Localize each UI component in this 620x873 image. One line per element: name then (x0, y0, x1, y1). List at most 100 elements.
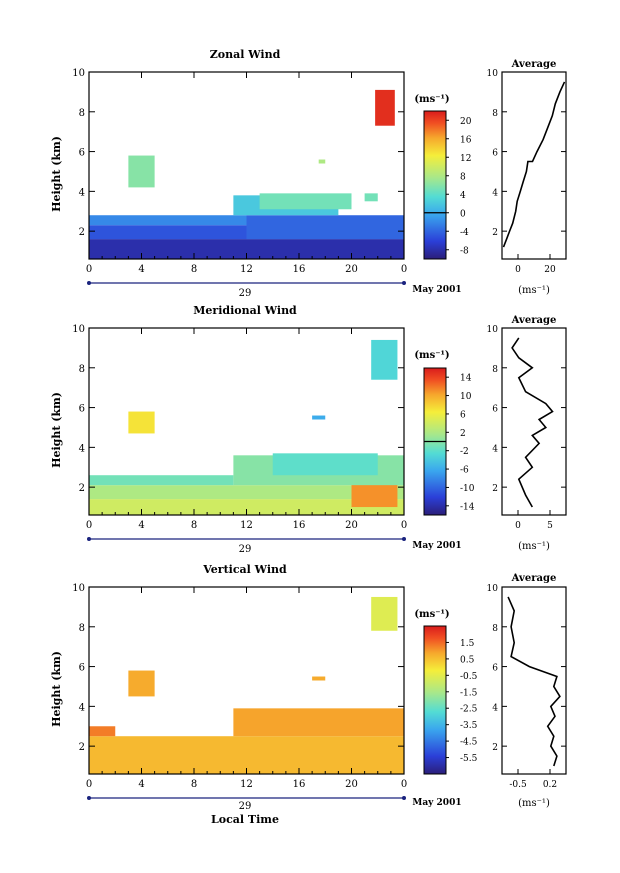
colorbar-tick-label: 4 (460, 191, 466, 201)
x-tick-label: 16 (293, 520, 306, 531)
x-tick-label: 0 (401, 264, 407, 275)
profile-y-tick-label: 4 (492, 188, 498, 198)
colorbar-tick-label: -0.5 (460, 672, 478, 682)
date-label: May 2001 (412, 798, 461, 808)
profile-title: Average (511, 573, 557, 584)
x-tick-label: 8 (191, 779, 197, 790)
x-tick-label: 8 (191, 520, 197, 531)
date-label: May 2001 (412, 285, 461, 295)
y-axis-label: Height (km) (50, 651, 63, 727)
colorbar-tick-label: -14 (460, 502, 475, 512)
profile-title: Average (511, 59, 557, 70)
day-span-end (87, 281, 91, 285)
colorbar-tick-label: 0 (460, 209, 466, 219)
profile-y-tick-label: 4 (492, 703, 498, 713)
x-tick-label: 0 (86, 264, 92, 275)
profile-y-tick-label: 8 (492, 624, 498, 634)
heatmap-cell (364, 193, 378, 202)
y-tick-label: 6 (79, 148, 85, 159)
profile-x-tick-label: -0.5 (509, 780, 527, 790)
y-tick-label: 10 (72, 68, 85, 79)
x-tick-label: 12 (240, 520, 253, 531)
heatmap-cell (89, 239, 404, 259)
y-tick-label: 2 (79, 483, 85, 494)
profile-y-tick-label: 2 (492, 743, 498, 753)
x-tick-label: 16 (293, 264, 306, 275)
heatmap-cell (259, 193, 352, 210)
profile-y-tick-label: 6 (492, 664, 498, 674)
colorbar-tick-label: 6 (460, 410, 466, 420)
heatmap-cell (246, 215, 404, 240)
profile-x-tick-label: 5 (547, 521, 553, 531)
colorbar-tick-label: 14 (460, 374, 472, 384)
colorbar-tick-label: 10 (460, 392, 472, 402)
day-label: 29 (239, 288, 252, 299)
x-tick-label: 4 (138, 520, 144, 531)
colorbar-tick-label: -6 (460, 466, 469, 476)
colorbar-label: (ms⁻¹) (414, 609, 449, 620)
colorbar-label: (ms⁻¹) (414, 350, 449, 361)
heatmap-cell (318, 159, 326, 164)
heatmap-cell (89, 215, 247, 226)
colorbar-tick-label: 0.5 (460, 655, 475, 665)
colorbar-label: (ms⁻¹) (414, 94, 449, 105)
heatmap-cell (89, 736, 404, 774)
panel-title: Meridional Wind (193, 304, 297, 317)
average-profile: 2 4 6 8 10 0 5 (487, 325, 567, 531)
heatmap-cell (89, 225, 247, 240)
heatmap-cell (371, 339, 398, 380)
heatmap-cell (89, 475, 234, 486)
day-label: 29 (239, 544, 252, 555)
panel-title: Zonal Wind (210, 48, 281, 61)
profile-y-tick-label: 2 (492, 484, 498, 494)
y-tick-label: 4 (79, 702, 85, 713)
x-tick-label: 12 (240, 779, 253, 790)
profile-xlabel: (ms⁻¹) (518, 798, 550, 809)
y-tick-label: 8 (79, 108, 85, 119)
colorbar-tick-label: 16 (460, 135, 472, 145)
profile-y-tick-label: 10 (487, 584, 499, 594)
profile-xlabel: (ms⁻¹) (518, 541, 550, 552)
colorbar-tick-label: -4 (460, 228, 469, 238)
colorbar-tick-label: -4.5 (460, 738, 478, 748)
profile-y-tick-label: 6 (492, 405, 498, 415)
heatmap-cell (233, 708, 404, 737)
profile-y-tick-label: 8 (492, 365, 498, 375)
profile-line (511, 337, 554, 508)
day-label: 29 (239, 801, 252, 812)
profile-frame (501, 586, 567, 775)
colorbar-tick-label: 8 (460, 172, 466, 182)
profile-x-tick-label: 0 (515, 521, 521, 531)
y-tick-label: 10 (72, 324, 85, 335)
colorbar: 1.5 0.5 -0.5 -1.5 -2.5 -3.5 -4.5 -5.5 (423, 625, 478, 775)
heatmap-cell (128, 411, 155, 434)
colorbar-tick-label: -5.5 (460, 754, 478, 764)
profile-y-tick-label: 10 (487, 325, 499, 335)
day-span-end (402, 796, 406, 800)
y-tick-label: 10 (72, 583, 85, 594)
y-tick-label: 6 (79, 404, 85, 415)
colorbar-gradient (423, 110, 447, 260)
profile-x-tick-label: 20 (544, 265, 556, 275)
profile-x-tick-label: 0 (515, 265, 521, 275)
heatmap-cell (351, 483, 398, 508)
y-tick-label: 6 (79, 663, 85, 674)
heatmap-cell (312, 415, 326, 420)
heatmap-plot: 2 4 6 8 10 0 4 8 12 16 20 0 (72, 68, 407, 285)
y-tick-label: 2 (79, 742, 85, 753)
colorbar-tick-label: -3.5 (460, 721, 478, 731)
colorbar-tick-label: -1.5 (460, 688, 478, 698)
colorbar: 14 10 6 2 -2 -6 -10 -14 (423, 367, 475, 516)
x-tick-label: 4 (138, 779, 144, 790)
profile-y-tick-label: 6 (492, 149, 498, 159)
y-tick-label: 8 (79, 364, 85, 375)
colorbar-tick-label: 20 (460, 117, 472, 127)
profile-xlabel: (ms⁻¹) (518, 285, 550, 296)
profile-frame (501, 71, 567, 260)
colorbar-tick-label: -2 (460, 447, 469, 457)
x-tick-label: 20 (345, 264, 358, 275)
heatmap-cell (272, 453, 378, 476)
average-profile: 2 4 6 8 10 0 20 (487, 69, 567, 275)
